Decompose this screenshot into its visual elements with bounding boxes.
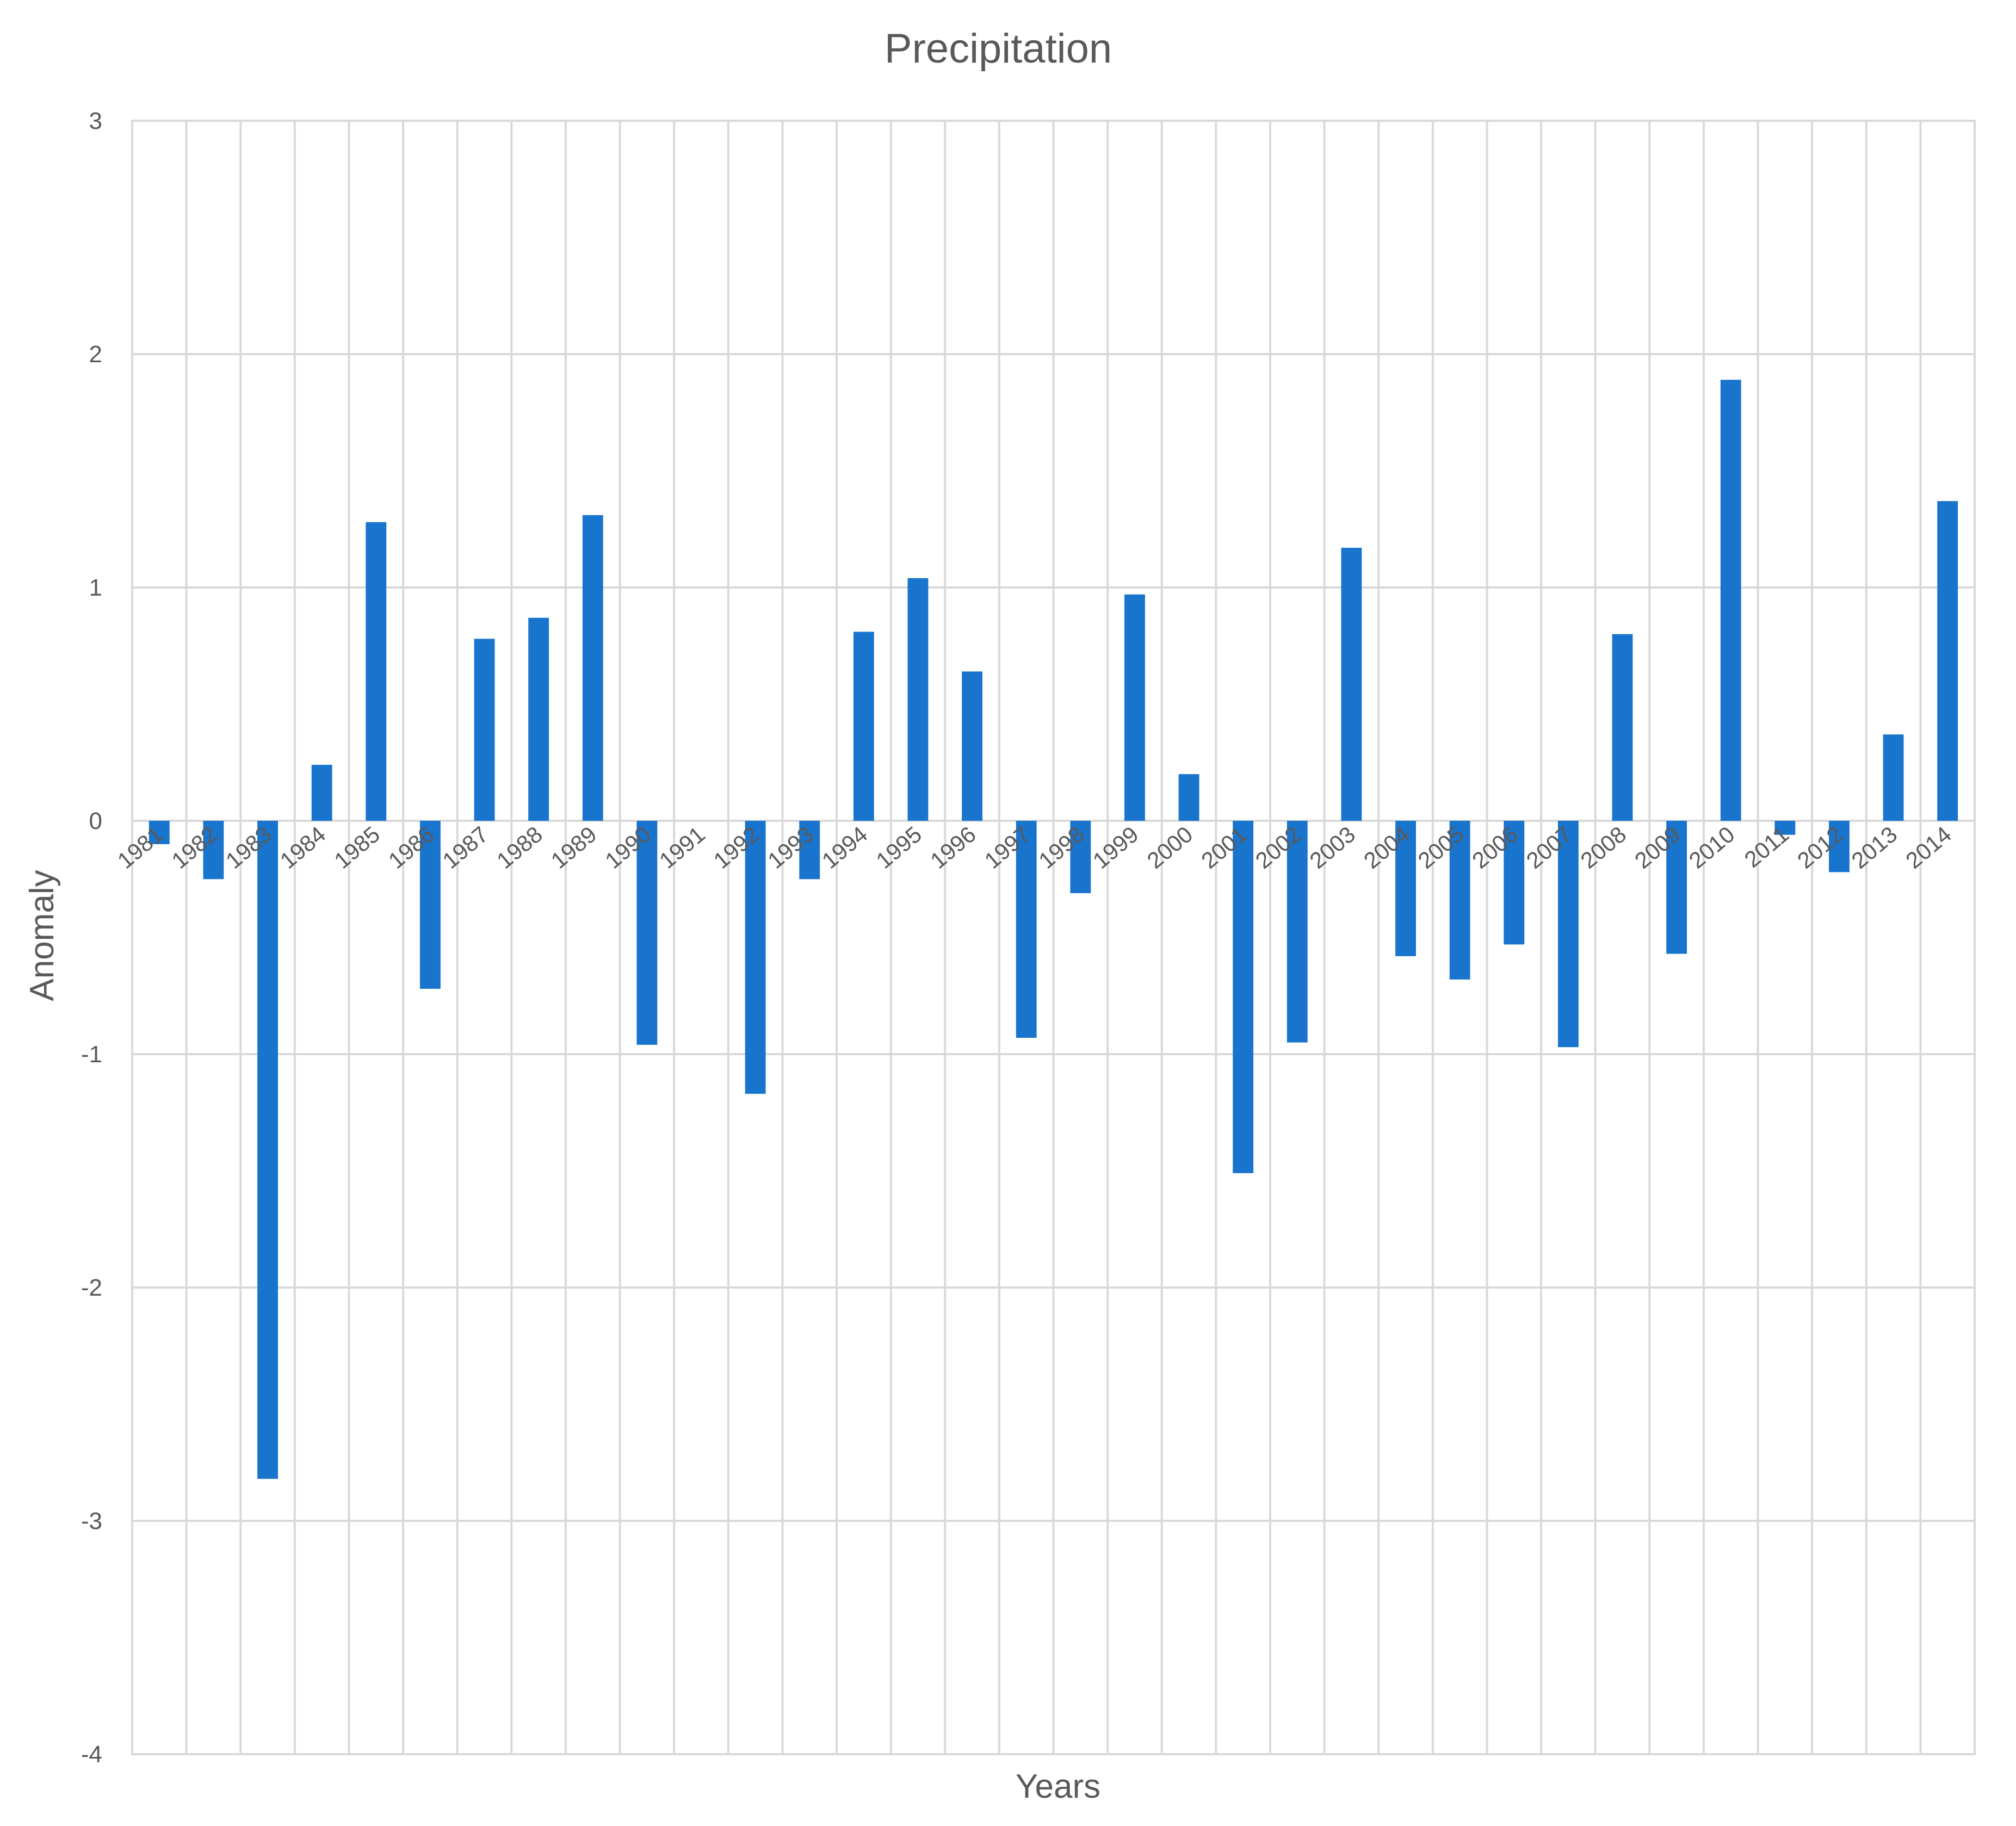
x-axis-label: Years — [1016, 1768, 1100, 1805]
bar-1985 — [366, 522, 387, 821]
bar-2010 — [1720, 380, 1741, 821]
y-tick-label: -3 — [81, 1508, 102, 1534]
chart-title: Precipitation — [885, 26, 1112, 72]
bar-2012 — [1829, 821, 1850, 872]
bar-2011 — [1774, 821, 1796, 835]
bar-2014 — [1937, 501, 1958, 821]
y-tick-labels: -4 -3 -2 -1 0 1 2 3 — [81, 108, 102, 1768]
bar-1993 — [799, 821, 820, 880]
bar-1997 — [1016, 821, 1037, 1038]
bar-2002 — [1287, 821, 1308, 1043]
bar-1987 — [474, 639, 495, 821]
bar-1992 — [745, 821, 766, 1094]
bar-2004 — [1395, 821, 1416, 956]
bar-1983 — [257, 821, 278, 1479]
bar-2009 — [1666, 821, 1687, 954]
bar-2000 — [1178, 774, 1199, 821]
bar-1996 — [962, 671, 983, 821]
y-tick-label: 3 — [89, 108, 102, 134]
y-tick-label: 2 — [89, 341, 102, 368]
bar-1995 — [907, 578, 929, 821]
bar-1981 — [149, 821, 170, 844]
y-tick-label: 0 — [89, 808, 102, 834]
gridlines — [131, 120, 1976, 1755]
bar-1988 — [528, 617, 549, 821]
bars — [149, 380, 1958, 1479]
bar-1990 — [636, 821, 658, 1045]
y-tick-label: 1 — [89, 574, 102, 601]
bar-1989 — [582, 515, 603, 821]
bar-1994 — [853, 632, 874, 821]
bar-1986 — [419, 821, 441, 989]
bar-2001 — [1233, 821, 1254, 1173]
bar-2007 — [1557, 821, 1579, 1048]
bar-1999 — [1124, 594, 1145, 821]
plot-frame — [131, 120, 1976, 1755]
bar-2013 — [1883, 734, 1904, 821]
y-tick-label: -2 — [81, 1274, 102, 1301]
bar-2003 — [1341, 548, 1362, 821]
bar-1984 — [311, 765, 332, 821]
y-tick-label: -1 — [81, 1041, 102, 1068]
bar-2006 — [1504, 821, 1525, 945]
bar-2005 — [1449, 821, 1470, 980]
bar-1998 — [1070, 821, 1091, 893]
y-axis-label: Anomaly — [23, 870, 61, 1001]
y-tick-label: -4 — [81, 1741, 102, 1768]
bar-2008 — [1612, 634, 1633, 821]
bar-1982 — [203, 821, 224, 880]
